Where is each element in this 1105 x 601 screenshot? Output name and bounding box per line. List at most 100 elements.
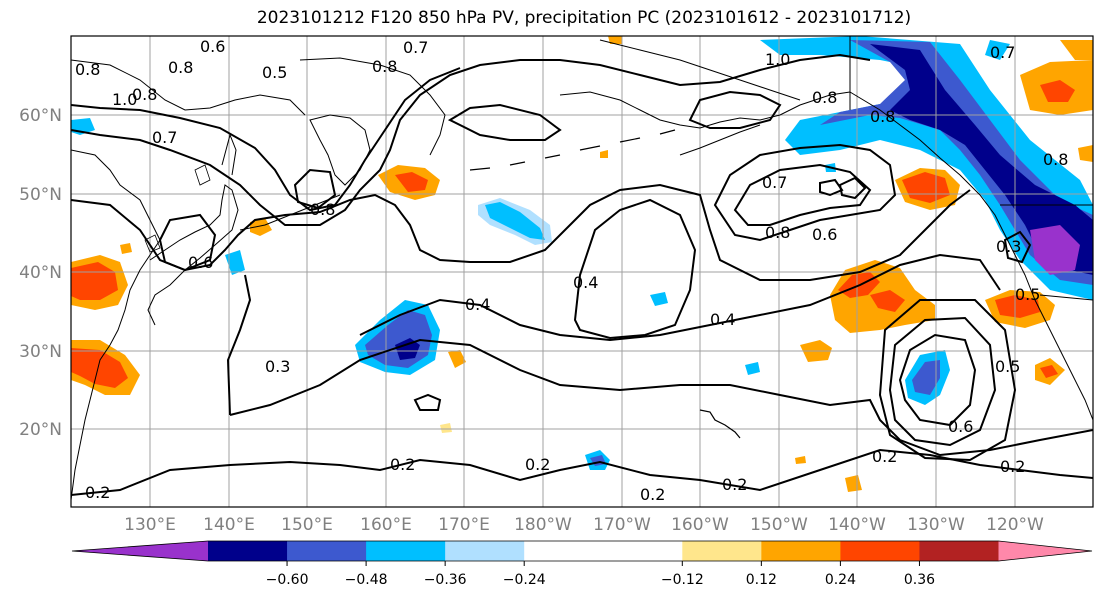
lat-label: 20°N: [19, 420, 62, 440]
contour-label: 0.4: [573, 273, 598, 292]
contour-label: 0.6: [188, 253, 213, 272]
lat-label: 30°N: [19, 342, 62, 362]
positive-precip-region: [845, 475, 862, 492]
longitude-labels: 130°E 140°E 150°E 160°E 170°E 180°W 170°…: [124, 515, 1044, 535]
lon-label: 170°E: [438, 515, 490, 535]
colorbar-segment: [366, 541, 446, 561]
positive-precip-region: [120, 243, 132, 254]
contour-label: 0.6: [812, 225, 837, 244]
colorbar-segment: [72, 541, 208, 561]
colorbar-segment: [682, 541, 762, 561]
positive-precip-region: [795, 456, 806, 464]
negative-precip-region: [760, 36, 1093, 300]
contour-label: 0.8: [75, 60, 100, 79]
colorbar-tick-label: 0.24: [825, 572, 856, 588]
colorbar: [71, 540, 1093, 562]
contour-label: 0.8: [812, 88, 837, 107]
colorbar-segment: [524, 541, 604, 561]
positive-precip-region: [870, 290, 905, 312]
contour-label: 0.5: [262, 63, 287, 82]
contour-label: 0.7: [762, 173, 787, 192]
lat-label: 60°N: [19, 106, 62, 126]
positive-precip-region: [71, 348, 128, 388]
lon-label: 170°W: [593, 515, 651, 535]
contour-label: 0.6: [948, 417, 973, 436]
positive-precip-region: [1060, 40, 1093, 60]
positive-precip-region: [448, 350, 466, 368]
contour-label: 1.0: [112, 90, 137, 109]
contour-label: 0.4: [710, 310, 735, 329]
lat-label: 40°N: [19, 263, 62, 283]
lon-label: 180°W: [514, 515, 572, 535]
map-title: 2023101212 F120 850 hPa PV, precipitatio…: [256, 8, 912, 28]
lon-label: 160°E: [360, 515, 412, 535]
contour-label: 0.5: [995, 357, 1020, 376]
contour-label: 0.2: [872, 447, 897, 466]
colorbar-segment: [761, 541, 841, 561]
colorbar-segment: [840, 541, 920, 561]
lon-label: 150°E: [281, 515, 333, 535]
coastlines: [71, 36, 1093, 501]
lat-label: 50°N: [19, 185, 62, 205]
colorbar-segment: [919, 541, 999, 561]
lon-label: 130°W: [907, 515, 965, 535]
colorbar-outline: [71, 540, 1093, 562]
contour-label: 0.2: [722, 475, 747, 494]
positive-precip-region: [1040, 365, 1058, 378]
positive-precip-region: [1040, 80, 1075, 102]
colorbar-segment: [998, 541, 1092, 561]
colorbar-segment: [445, 541, 525, 561]
positive-precip-region: [395, 172, 428, 192]
colorbar-ticks: −0.60 −0.48 −0.36 −0.24 −0.12 0.12 0.24 0.36: [266, 561, 935, 588]
precipitation-shading: [71, 36, 1093, 492]
contour-label: 0.2: [85, 483, 110, 502]
contour-labels: 0.8 0.8 0.6 0.5 0.7 0.8 1.0 0.8 0.7 0.8 …: [75, 37, 1068, 504]
colorbar-tick-label: −0.60: [266, 572, 309, 588]
positive-precip-region: [440, 423, 452, 433]
colorbar-tick-label: −0.48: [345, 572, 388, 588]
contour-label: 0.7: [990, 43, 1015, 62]
latitude-labels: 60°N 50°N 40°N 30°N 20°N: [19, 106, 62, 440]
negative-precip-region: [745, 362, 760, 375]
colorbar-tick-label: −0.36: [424, 572, 467, 588]
negative-precip-region: [395, 338, 420, 360]
negative-precip-region: [225, 250, 245, 275]
contour-label: 0.8: [765, 223, 790, 242]
colorbar-tick-label: −0.12: [661, 572, 704, 588]
positive-precip-region: [600, 150, 608, 158]
contour-label: 0.3: [265, 357, 290, 376]
contour-label: 0.8: [168, 58, 193, 77]
lon-label: 150°W: [750, 515, 808, 535]
lon-label: 120°W: [986, 515, 1044, 535]
contour-label: 0.3: [996, 237, 1021, 256]
positive-precip-region: [1078, 145, 1093, 162]
contour-label: 0.5: [1015, 285, 1040, 304]
contour-label: 0.8: [870, 107, 895, 126]
negative-precip-region: [485, 202, 545, 240]
contour-label: 0.2: [1000, 457, 1025, 476]
positive-precip-region: [608, 36, 622, 44]
negative-precip-region: [985, 40, 1010, 60]
lon-label: 140°E: [203, 515, 255, 535]
positive-precip-region: [902, 172, 950, 203]
colorbar-segment: [287, 541, 367, 561]
negative-precip-region: [912, 360, 940, 395]
colorbar-tick-label: 0.36: [904, 572, 935, 588]
lon-label: 130°E: [124, 515, 176, 535]
negative-precip-region: [1030, 225, 1080, 275]
negative-precip-region: [650, 292, 668, 306]
lon-label: 140°W: [828, 515, 886, 535]
contour-label: 0.8: [1043, 150, 1068, 169]
contour-label: 0.4: [465, 295, 490, 314]
contour-label: 0.2: [640, 485, 665, 504]
contour-label: 0.8: [132, 85, 157, 104]
colorbar-segment: [603, 541, 683, 561]
contour-label: 1.0: [765, 50, 790, 69]
contour-label: 0.6: [200, 37, 225, 56]
colorbar-tick-label: 0.12: [746, 572, 777, 588]
coastlines: [144, 164, 211, 253]
contour-label: 0.8: [310, 200, 335, 219]
contour-label: 0.7: [152, 128, 177, 147]
pv-contours: [71, 53, 1093, 496]
